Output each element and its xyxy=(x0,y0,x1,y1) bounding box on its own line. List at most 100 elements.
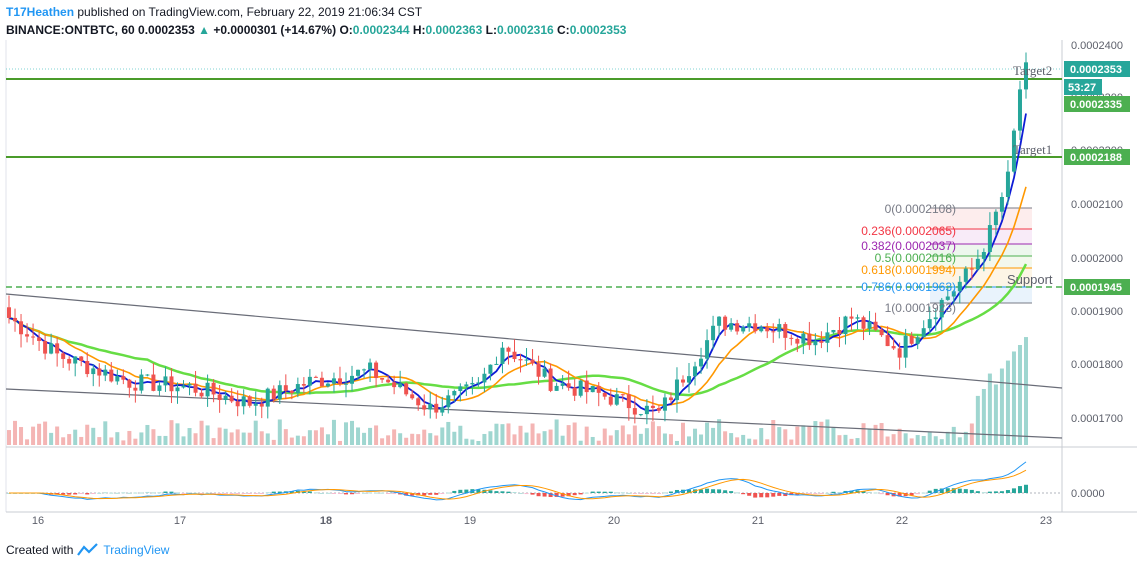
volume-bar xyxy=(729,433,734,445)
volume-bar xyxy=(398,433,403,445)
oscillator-bar xyxy=(163,491,168,493)
fib-label-0786: 0.786(0.0001963) xyxy=(861,280,956,294)
trendline-lower xyxy=(5,388,1063,439)
candle-body xyxy=(632,408,637,415)
candle-body xyxy=(428,403,433,410)
volume-bar xyxy=(849,438,854,445)
oscillator-bar xyxy=(199,493,204,494)
volume-bar xyxy=(879,423,884,445)
candle-body xyxy=(897,348,902,358)
countdown-badge-text: 53:27 xyxy=(1068,82,1096,94)
author-link[interactable]: T17Heathen xyxy=(6,5,75,19)
volume-bar xyxy=(428,433,433,445)
volume-bar xyxy=(921,435,926,445)
oscillator-bar xyxy=(849,490,854,493)
oscillator-bar xyxy=(410,493,415,496)
volume-bar xyxy=(416,434,421,445)
target2-label[interactable]: Target2 xyxy=(1013,63,1052,78)
oscillator-bar xyxy=(343,493,348,495)
target1-label[interactable]: Target1 xyxy=(1013,142,1052,157)
candle-body xyxy=(500,347,505,364)
candle-body xyxy=(127,379,132,388)
candle-body xyxy=(885,335,890,347)
oscillator-bar xyxy=(97,492,102,494)
publish-text: published on TradingView.com, February 2… xyxy=(77,5,423,19)
oscillator-bar xyxy=(313,492,318,494)
oscillator-bar xyxy=(560,493,565,497)
tradingview-logo-icon[interactable] xyxy=(77,543,99,557)
fib-label-1: 1(0.0001923) xyxy=(885,301,956,315)
fib-label-05: 0.5(0.0002016) xyxy=(875,251,956,265)
oscillator-bar xyxy=(193,492,198,494)
volume-bar xyxy=(271,439,276,445)
volume-bar xyxy=(711,427,716,445)
created-with-text: Created with xyxy=(6,543,74,557)
oscillator-bar xyxy=(79,493,84,494)
candle-body xyxy=(831,330,836,333)
oscillator-bar xyxy=(765,493,770,498)
volume-bar xyxy=(470,439,475,445)
candle-body xyxy=(452,391,457,396)
candle-body xyxy=(169,376,174,392)
oscillator-bar xyxy=(67,493,72,495)
oscillator-bar xyxy=(319,492,324,494)
volume-bar xyxy=(777,427,782,445)
candle-body xyxy=(650,405,655,408)
candle-body xyxy=(807,333,812,346)
volume-bar xyxy=(193,433,198,445)
oscillator-bar xyxy=(1005,490,1010,493)
symbol-legend[interactable]: BINANCE:ONTBTC, 60 0.0002353 ▲ +0.000030… xyxy=(6,23,626,37)
candle-body xyxy=(307,376,312,386)
candle-body xyxy=(741,327,746,332)
candle-body xyxy=(536,363,541,377)
oscillator-bar xyxy=(813,493,818,494)
tradingview-brand[interactable]: TradingView xyxy=(103,543,170,557)
candle-body xyxy=(915,337,920,344)
oscillator-bar xyxy=(241,493,246,494)
trendline-upper xyxy=(5,293,1063,389)
oscillator-bar xyxy=(229,493,234,494)
volume-bar xyxy=(301,436,306,445)
volume-bar xyxy=(247,432,252,445)
volume-bar xyxy=(368,427,373,445)
candle-body xyxy=(981,252,986,259)
candle-body xyxy=(380,378,385,380)
volume-bar xyxy=(199,420,204,445)
volume-bar xyxy=(440,427,445,445)
price-tick: 0.0002000 xyxy=(1071,253,1123,265)
candle-body xyxy=(416,398,421,406)
candle-body xyxy=(289,390,294,394)
oscillator-bar xyxy=(175,492,180,494)
oscillator-bar xyxy=(524,493,529,495)
candle-body xyxy=(313,376,318,378)
volume-bar xyxy=(620,425,625,445)
volume-bar xyxy=(945,431,950,445)
support-label[interactable]: Support xyxy=(1007,272,1053,287)
volume-bar xyxy=(350,420,355,445)
time-tick: 21 xyxy=(752,515,764,527)
candle-body xyxy=(596,385,601,393)
candle-body xyxy=(494,363,499,365)
candle-body xyxy=(199,392,204,397)
moving-averages xyxy=(8,113,1028,412)
volume-bar xyxy=(374,425,379,445)
volume-bar xyxy=(181,436,186,445)
volume-bar xyxy=(19,427,24,445)
volume-bar xyxy=(151,429,156,445)
candle-body xyxy=(482,373,487,383)
oscillator-bar xyxy=(590,491,595,493)
oscillator-bar xyxy=(265,492,270,494)
oscillator-bar xyxy=(464,489,469,493)
oscillator-bar xyxy=(307,491,312,493)
candle-body xyxy=(891,346,896,349)
open-label: O: xyxy=(339,23,353,37)
volume-bar xyxy=(795,426,800,445)
drawn-lines[interactable] xyxy=(5,68,1063,439)
symbol-name[interactable]: BINANCE:ONTBTC, 60 xyxy=(6,23,135,37)
volume-bar xyxy=(175,423,180,445)
volume-bar xyxy=(61,437,66,445)
candle-body xyxy=(813,340,818,346)
volume-bar xyxy=(85,424,90,445)
candle-body xyxy=(386,379,391,383)
